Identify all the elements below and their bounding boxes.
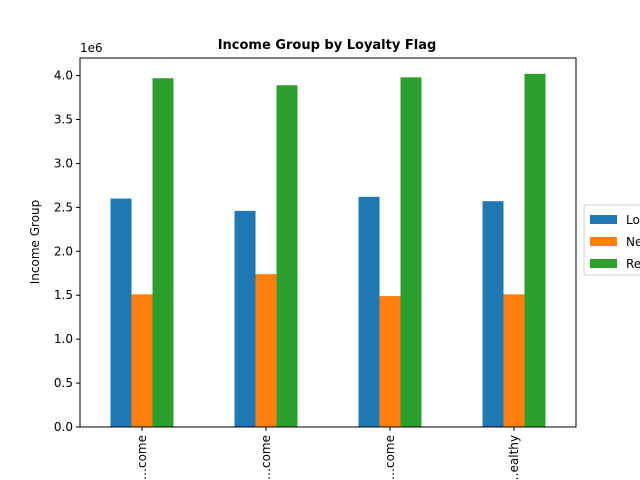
y-axis-offset-label: 1e6 xyxy=(80,41,103,55)
y-tick-label-1: 0.5 xyxy=(54,376,73,390)
bar-series-0-cat-3 xyxy=(482,201,504,427)
bar-series-1-cat-2 xyxy=(379,296,401,427)
y-tick-label-2: 1.0 xyxy=(54,332,73,346)
x-tick-label-1: …come xyxy=(259,435,273,480)
legend-label-2: Re… xyxy=(626,257,640,271)
bar-series-2-cat-1 xyxy=(276,85,298,427)
y-axis-ticks: 0.0 0.5 1.0 1.5 2.0 2.5 3.0 3.5 4.0 xyxy=(54,69,80,434)
legend-swatch-0 xyxy=(590,215,617,224)
bar-series-1-cat-3 xyxy=(503,294,525,427)
x-tick-label-0: …come xyxy=(135,435,149,480)
bar-series-2-cat-2 xyxy=(400,77,422,427)
y-tick-label-4: 2.0 xyxy=(54,244,73,258)
bar-series-0-cat-2 xyxy=(358,196,380,427)
bar-series-1-cat-1 xyxy=(255,274,277,427)
bar-series-2-cat-3 xyxy=(524,73,546,428)
plot-area-frame xyxy=(79,57,577,428)
legend: Lo… Ne… Re… xyxy=(583,204,640,276)
y-tick-label-7: 3.5 xyxy=(54,113,73,127)
y-axis-label: Income Group xyxy=(28,200,42,285)
legend-label-0: Lo… xyxy=(626,213,640,227)
legend-swatch-2 xyxy=(590,259,617,268)
x-tick-label-2: …come xyxy=(383,435,397,480)
bars-group xyxy=(110,73,546,428)
y-tick-label-6: 3.0 xyxy=(54,156,73,170)
bar-series-0-cat-1 xyxy=(234,210,256,427)
chart-title: Income Group by Loyalty Flag xyxy=(218,38,437,53)
y-tick-label-5: 2.5 xyxy=(54,200,73,214)
x-tick-label-3: …ealthy xyxy=(507,435,521,480)
y-tick-label-0: 0.0 xyxy=(54,420,73,434)
bar-series-2-cat-0 xyxy=(152,78,174,427)
bar-series-0-cat-0 xyxy=(110,198,132,427)
x-axis-ticks: …come …come …come …ealthy xyxy=(135,427,521,480)
y-tick-label-3: 1.5 xyxy=(54,288,73,302)
y-tick-label-8: 4.0 xyxy=(54,69,73,83)
legend-swatch-1 xyxy=(590,237,617,246)
bar-series-1-cat-0 xyxy=(131,294,153,427)
legend-label-1: Ne… xyxy=(626,235,640,249)
